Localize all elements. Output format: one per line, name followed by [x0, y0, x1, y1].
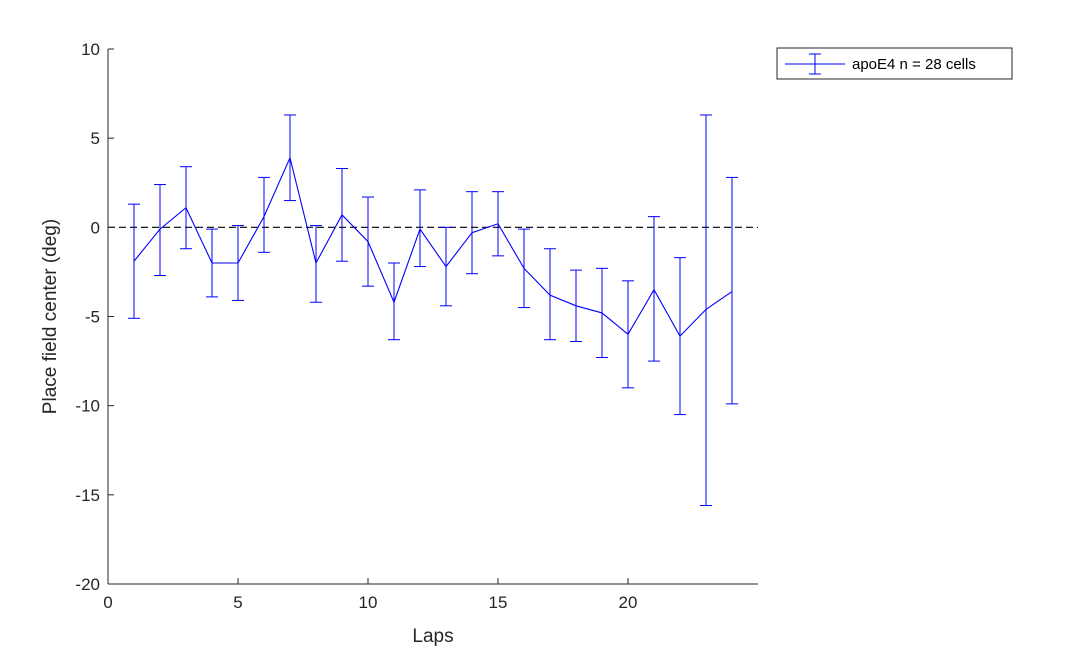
x-axis-label: Laps	[412, 626, 453, 647]
x-tick-label: 0	[103, 593, 112, 612]
legend-sample-errorbar-icon	[785, 53, 845, 75]
x-tick-label: 20	[619, 593, 638, 612]
y-tick-label: 0	[91, 218, 100, 237]
error-bar	[726, 176, 738, 405]
error-bar	[544, 248, 556, 341]
error-bar	[154, 184, 166, 276]
series-0	[128, 114, 738, 507]
y-tick-label: 10	[81, 40, 100, 59]
y-tick-label: -10	[75, 397, 100, 416]
y-axis: 10 5 0 -5 -10 -15 -20	[75, 40, 114, 594]
x-tick-label: 15	[489, 593, 508, 612]
x-tick-label: 5	[233, 593, 242, 612]
y-tick-label: -5	[85, 308, 100, 327]
y-tick-label: 5	[91, 129, 100, 148]
x-axis: 0 5 10 15 20	[103, 578, 758, 612]
y-tick-label: -20	[75, 575, 100, 594]
error-bar	[700, 114, 712, 507]
x-tick-label: 10	[359, 593, 378, 612]
y-tick-label: -15	[75, 486, 100, 505]
legend-entry: apoE4 n = 28 cells	[852, 56, 976, 73]
y-axis-label: Place field center (deg)	[40, 219, 61, 414]
legend: apoE4 n = 28 cells	[776, 47, 1013, 80]
series-line	[133, 156, 733, 338]
error-bar	[258, 176, 270, 253]
plot-area	[108, 114, 758, 507]
